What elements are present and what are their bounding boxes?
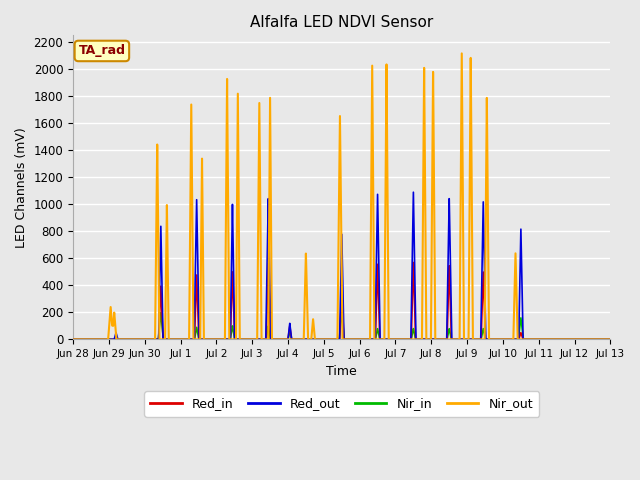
Red_in [497,336,504,342]
Nir_in [264,327,271,333]
Red_out [468,336,476,342]
Nir_out [96,336,104,342]
Red_out [410,189,417,195]
Nir_out [264,336,271,342]
Red_in [411,300,419,306]
Nir_out [387,336,395,342]
Nir_out [607,336,614,342]
Nir_in [69,336,77,342]
Nir_out [497,336,504,342]
Nir_in [468,336,476,342]
Red_out [96,336,104,342]
Red_in [387,336,395,342]
Nir_in [411,332,419,337]
Red_out [264,234,271,240]
Red_out [411,256,419,262]
Nir_in [96,336,104,342]
Line: Nir_in: Nir_in [73,313,611,339]
Red_in [607,336,614,342]
Line: Red_in: Red_in [73,263,611,339]
Red_out [607,336,614,342]
Nir_out [69,336,77,342]
Red_in [468,336,476,342]
Red_in [410,260,417,265]
Line: Nir_out: Nir_out [73,53,611,339]
Nir_in [607,336,614,342]
Red_out [387,336,395,342]
Y-axis label: LED Channels (mV): LED Channels (mV) [15,127,28,248]
Legend: Red_in, Red_out, Nir_in, Nir_out: Red_in, Red_out, Nir_in, Nir_out [144,391,540,417]
Nir_out [468,157,476,163]
Nir_out [411,336,419,342]
Nir_in [157,310,164,316]
Nir_out [458,50,465,56]
X-axis label: Time: Time [326,365,357,378]
Text: TA_rad: TA_rad [79,45,125,58]
Line: Red_out: Red_out [73,192,611,339]
Nir_in [387,336,395,342]
Red_out [497,336,504,342]
Red_in [264,284,271,290]
Red_in [69,336,77,342]
Nir_in [497,336,504,342]
Title: Alfalfa LED NDVI Sensor: Alfalfa LED NDVI Sensor [250,15,433,30]
Red_out [69,336,77,342]
Red_in [96,336,104,342]
